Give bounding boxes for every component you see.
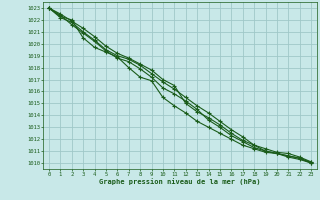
X-axis label: Graphe pression niveau de la mer (hPa): Graphe pression niveau de la mer (hPa)	[99, 178, 261, 185]
